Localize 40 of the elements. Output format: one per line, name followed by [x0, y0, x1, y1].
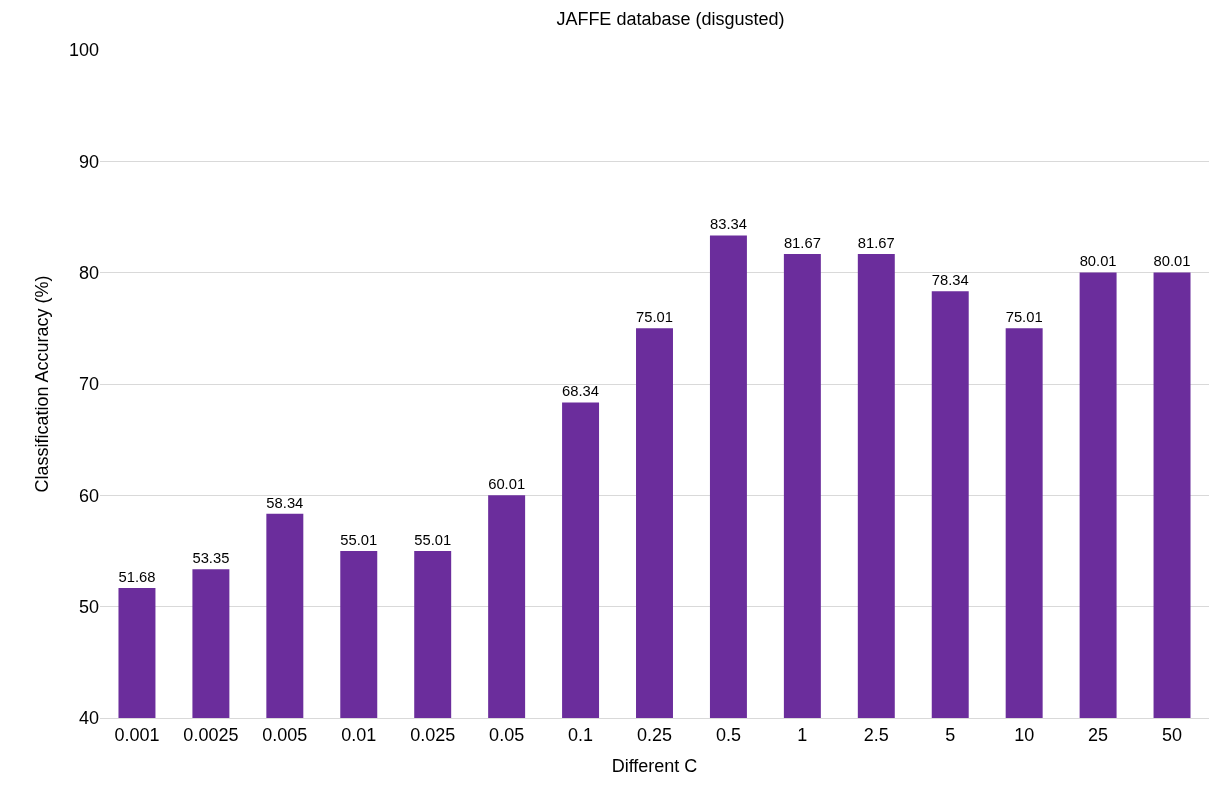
- x-axis-title: Different C: [611, 755, 698, 776]
- x-tick-label: 10: [1014, 724, 1035, 745]
- data-label: 51.68: [118, 568, 156, 585]
- data-label: 80.01: [1079, 253, 1117, 270]
- data-label: 80.01: [1153, 253, 1191, 270]
- x-tick-label: 50: [1162, 724, 1183, 745]
- data-label: 58.34: [266, 494, 304, 511]
- data-label: 60.01: [488, 475, 526, 492]
- data-label: 78.34: [931, 271, 969, 288]
- data-label: 68.34: [562, 383, 600, 400]
- y-tick-label: 50: [78, 596, 99, 617]
- data-label: 75.01: [1005, 308, 1043, 325]
- y-tick-label: 80: [78, 262, 99, 283]
- x-tick-label: 0.25: [636, 724, 673, 745]
- x-tick-label: 0.001: [114, 724, 160, 745]
- y-axis-title: Classification Accuracy (%): [32, 275, 53, 493]
- x-tick-label: 0.0025: [183, 724, 239, 745]
- x-tick-label: 0.01: [341, 724, 377, 745]
- chart-title: JAFFE database (disgusted): [556, 8, 785, 29]
- data-label: 75.01: [636, 308, 673, 325]
- x-tick-label: 0.05: [489, 724, 525, 745]
- x-tick-label: 5: [945, 724, 956, 745]
- y-tick-label: 90: [78, 151, 99, 172]
- data-label: 55.01: [340, 531, 378, 548]
- y-tick-label: 100: [68, 40, 99, 61]
- data-label: 55.01: [414, 531, 452, 548]
- x-tick-label: 0.005: [262, 724, 308, 745]
- x-tick-label: 2.5: [863, 724, 889, 745]
- x-tick-label: 0.5: [715, 724, 741, 745]
- x-tick-label: 0.1: [568, 724, 594, 745]
- data-label: 53.35: [192, 550, 230, 567]
- data-label: 83.34: [709, 216, 747, 233]
- y-tick-label: 70: [78, 374, 99, 395]
- x-tick-label: 0.025: [410, 724, 456, 745]
- x-tick-label: 1: [797, 724, 808, 745]
- y-tick-label: 40: [78, 708, 99, 729]
- y-tick-label: 60: [78, 485, 99, 506]
- data-label: 81.67: [783, 234, 821, 251]
- x-tick-label: 25: [1088, 724, 1109, 745]
- data-label: 81.67: [857, 234, 895, 251]
